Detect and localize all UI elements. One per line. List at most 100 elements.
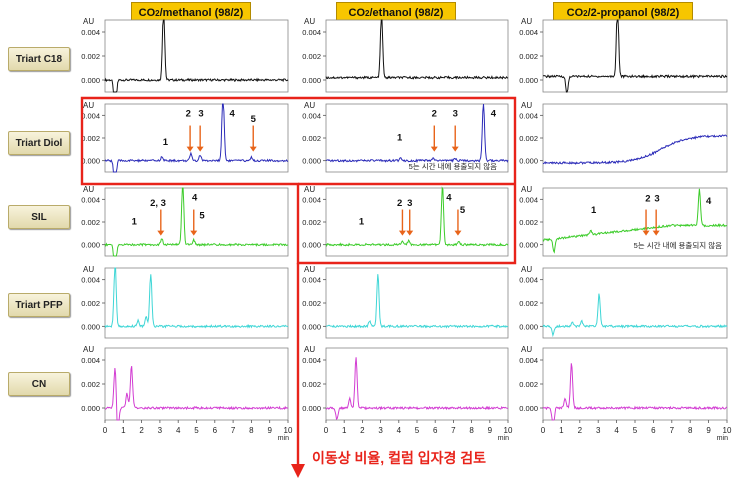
trace-line — [542, 188, 728, 254]
y-axis-label: AU — [83, 17, 94, 26]
x-tick-label: 3 — [378, 426, 383, 435]
y-tick-label: 0.000 — [81, 76, 100, 85]
plot-frame — [325, 267, 509, 339]
y-tick-label: 0.002 — [302, 134, 321, 143]
y-tick-label: 0.000 — [519, 404, 538, 413]
x-tick-label: 0 — [103, 426, 108, 435]
x-tick-label: 8 — [469, 426, 474, 435]
x-tick-label: 8 — [688, 426, 693, 435]
y-tick-label: 0.002 — [81, 299, 100, 308]
y-tick-label: 0.004 — [519, 111, 538, 120]
chromatogram-panel: AU 0.004 0.002 0.000 — [81, 17, 289, 93]
y-tick-label: 0.004 — [81, 195, 100, 204]
peak-arrow-head — [249, 146, 257, 152]
y-axis-label: AU — [521, 101, 532, 110]
peak-label: 5 — [460, 205, 466, 216]
x-tick-label: 9 — [488, 426, 493, 435]
chromatogram-panel: AU 0.004 0.002 0.000 — [81, 265, 289, 339]
peak-label: 5 — [251, 114, 257, 125]
column-header-2-propanol: CO 2/2-propanol (98/2) — [553, 2, 693, 24]
y-tick-label: 0.000 — [519, 157, 538, 166]
x-tick-label: 8 — [249, 426, 254, 435]
peak-arrow-head — [157, 230, 165, 236]
y-tick-label: 0.004 — [302, 356, 321, 365]
x-tick-label: 2 — [139, 426, 144, 435]
peak-label: 4 — [706, 196, 712, 207]
peak-arrow-head — [430, 146, 438, 152]
x-tick-label: 5 — [415, 426, 420, 435]
x-tick-label: 6 — [213, 426, 218, 435]
y-tick-label: 0.000 — [519, 241, 538, 250]
y-axis-label: AU — [521, 265, 532, 274]
x-tick-label: 10 — [723, 426, 732, 435]
x-tick-label: 6 — [651, 426, 656, 435]
chromatogram-panel: AU0.004 0.002 0.000 1 2, 3 45 — [81, 185, 289, 257]
y-tick-label: 0.004 — [519, 195, 538, 204]
peak-label: 1 — [359, 216, 365, 227]
y-tick-label: 0.002 — [302, 299, 321, 308]
trace-line — [542, 293, 728, 338]
trace-line — [104, 103, 289, 173]
y-tick-label: 0.002 — [81, 218, 100, 227]
x-tick-label: 2 — [360, 426, 365, 435]
column-header-methanol: CO 2/methanol (98/2) — [131, 2, 251, 24]
x-tick-label: 1 — [121, 426, 126, 435]
y-axis-label: AU — [304, 101, 315, 110]
peak-arrow-head — [406, 230, 414, 236]
y-tick-label: 0.002 — [519, 218, 538, 227]
peak-label: 1 — [591, 205, 597, 216]
peak-label: 4 — [192, 192, 198, 203]
y-axis-label: AU — [521, 185, 532, 194]
y-tick-label: 0.002 — [519, 134, 538, 143]
peak-label: 3 — [198, 108, 203, 119]
y-axis-label: AU — [304, 185, 315, 194]
plot-frame — [542, 19, 728, 93]
y-tick-label: 0.002 — [81, 134, 100, 143]
peak-label: 3 — [654, 194, 659, 205]
trace-line — [104, 187, 289, 257]
peak-label: 1 — [132, 216, 138, 227]
chromatogram-panel: AU0.004 0.002 0.000 1 2 3 4 — [519, 185, 728, 257]
trace-line — [542, 363, 728, 421]
x-tick-label: 7 — [451, 426, 456, 435]
chromatogram-panel: AU 0.004 0.002 0.000 — [302, 265, 509, 339]
plot-frame — [542, 103, 728, 173]
y-axis-label: AU — [83, 345, 94, 354]
y-axis-label: AU — [304, 17, 315, 26]
y-axis-label: AU — [521, 17, 532, 26]
y-tick-label: 0.000 — [81, 241, 100, 250]
peak-label: 2 — [645, 194, 650, 205]
trace-line — [325, 186, 509, 247]
y-tick-label: 0.004 — [302, 28, 321, 37]
row-label-sil: SIL — [8, 205, 70, 229]
y-tick-label: 0.000 — [81, 404, 100, 413]
bottom-note: 이동상 비율, 컬럼 입자경 검토 — [312, 450, 487, 466]
row-label-triart-diol: Triart Diol — [8, 131, 70, 155]
trace-line — [325, 19, 509, 80]
plot-frame — [104, 267, 289, 339]
peak-arrow-head — [190, 230, 198, 236]
y-tick-label: 0.000 — [519, 76, 538, 85]
y-axis-label: AU — [83, 185, 94, 194]
plot-frame — [325, 19, 509, 93]
x-tick-label: 4 — [397, 426, 402, 435]
x-tick-label: 2 — [578, 426, 583, 435]
x-tick-label: 5 — [633, 426, 638, 435]
peak-arrow-head — [454, 230, 462, 236]
y-tick-label: 0.004 — [519, 276, 538, 285]
chromatogram-panel: AU 0.004 0.002 0.000 — [519, 17, 728, 93]
x-tick-label: 5 — [194, 426, 199, 435]
peak-arrow-head — [642, 230, 650, 236]
y-tick-label: 0.004 — [302, 276, 321, 285]
chromatogram-panel: AU 0.004 0.002 0.000 — [302, 17, 509, 93]
y-axis-label: AU — [83, 101, 94, 110]
x-axis-label: min — [498, 435, 509, 442]
